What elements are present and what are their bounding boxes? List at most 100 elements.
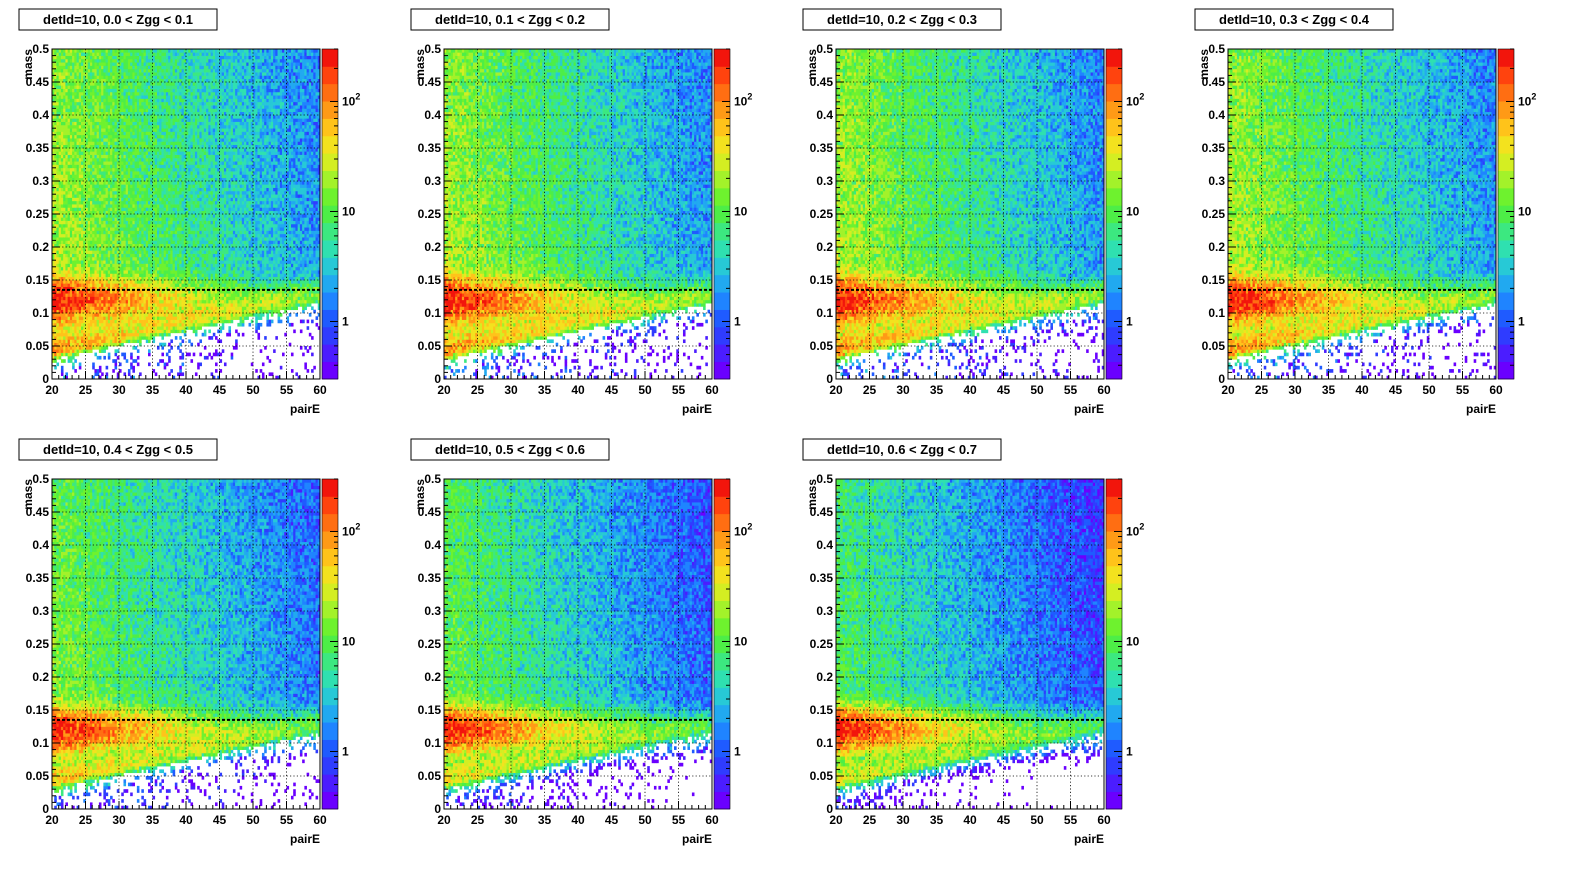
x-tick-label: 60 bbox=[313, 813, 327, 827]
x-tick-label: 60 bbox=[705, 383, 719, 397]
y-axis-label: mass bbox=[805, 49, 819, 80]
x-tick-label: 25 bbox=[471, 383, 485, 397]
x-tick-label: 30 bbox=[112, 383, 126, 397]
x-tick-label: 25 bbox=[471, 813, 485, 827]
y-tick-label: 0.05 bbox=[418, 339, 442, 353]
x-axis: 20 25 30 35 40 45 50 55 60 bbox=[45, 371, 327, 397]
x-tick-label: 30 bbox=[1288, 383, 1302, 397]
x-axis: 20 25 30 35 40 45 50 55 60 bbox=[829, 801, 1111, 827]
x-axis: 20 25 30 35 40 45 50 55 60 bbox=[829, 371, 1111, 397]
y-axis-label: mass bbox=[21, 49, 35, 80]
y-tick-label: 0.4 bbox=[816, 108, 833, 122]
panel-title: detId=10, 0.2 < Zgg < 0.3 bbox=[827, 12, 977, 27]
x-axis-label: pairE bbox=[1074, 832, 1104, 846]
z-tick-label: 10 bbox=[1126, 634, 1140, 648]
x-tick-label: 40 bbox=[179, 813, 193, 827]
y-tick-label: 0.3 bbox=[424, 604, 441, 618]
y-tick-label: 0.15 bbox=[810, 273, 834, 287]
z-tick-label: 102 bbox=[734, 91, 752, 108]
y-tick-label: 0.25 bbox=[810, 637, 834, 651]
y-tick-label: 0.35 bbox=[810, 571, 834, 585]
y-tick-label: 0.05 bbox=[26, 339, 50, 353]
z-tick-label: 10 bbox=[734, 204, 748, 218]
y-tick-label: 0.1 bbox=[1208, 306, 1225, 320]
y-tick-label: 0 bbox=[42, 802, 49, 816]
y-tick-label: 0.25 bbox=[418, 207, 442, 221]
heatmap-panel-2: detId=10, 0.1 < Zgg < 0.2 20 25 30 35 40 45 50 5… bbox=[392, 0, 784, 430]
y-tick-label: 0.35 bbox=[1202, 141, 1226, 155]
z-tick-label: 1 bbox=[342, 744, 349, 758]
y-tick-label: 0 bbox=[434, 372, 441, 386]
x-tick-label: 50 bbox=[246, 383, 260, 397]
z-tick-label: 10 bbox=[342, 634, 356, 648]
x-tick-label: 45 bbox=[605, 813, 619, 827]
x-tick-label: 35 bbox=[538, 383, 552, 397]
x-tick-label: 55 bbox=[672, 813, 686, 827]
y-tick-label: 0.15 bbox=[1202, 273, 1226, 287]
heatmap-panel-3: detId=10, 0.2 < Zgg < 0.3 20 25 30 35 40 45 50 5… bbox=[784, 0, 1176, 430]
y-tick-label: 0.15 bbox=[418, 703, 442, 717]
z-tick-label: 1 bbox=[1126, 314, 1133, 328]
x-tick-label: 30 bbox=[112, 813, 126, 827]
x-tick-label: 25 bbox=[1255, 383, 1269, 397]
z-tick-label: 1 bbox=[734, 744, 741, 758]
x-tick-label: 40 bbox=[963, 813, 977, 827]
y-tick-label: 0 bbox=[826, 372, 833, 386]
y-tick-label: 0.2 bbox=[816, 240, 833, 254]
y-tick-label: 0.05 bbox=[1202, 339, 1226, 353]
heatmap-panel-1: detId=10, 0.0 < Zgg < 0.1 20 25 30 35 40 45 50 5… bbox=[0, 0, 392, 430]
y-axis-label: mass bbox=[1197, 49, 1211, 80]
y-tick-label: 0.2 bbox=[816, 670, 833, 684]
y-tick-label: 0.1 bbox=[424, 736, 441, 750]
z-tick-label: 10 bbox=[1518, 204, 1532, 218]
z-tick-label: 102 bbox=[342, 91, 360, 108]
y-axis-label: mass bbox=[805, 479, 819, 510]
y-tick-label: 0 bbox=[826, 802, 833, 816]
y-tick-label: 0.3 bbox=[32, 604, 49, 618]
x-tick-label: 55 bbox=[1064, 383, 1078, 397]
y-tick-label: 0.4 bbox=[1208, 108, 1225, 122]
heatmap-svg: detId=10, 0.5 < Zgg < 0.620 25 30 35 40 45 50 5… bbox=[392, 430, 784, 860]
y-tick-label: 0.05 bbox=[810, 769, 834, 783]
z-tick-label: 1 bbox=[1126, 744, 1133, 758]
x-tick-label: 50 bbox=[1422, 383, 1436, 397]
y-tick-label: 0.3 bbox=[1208, 174, 1225, 188]
y-tick-label: 0.25 bbox=[26, 637, 50, 651]
x-tick-label: 25 bbox=[863, 813, 877, 827]
x-tick-label: 50 bbox=[1030, 383, 1044, 397]
panel-title: detId=10, 0.4 < Zgg < 0.5 bbox=[43, 442, 193, 457]
x-tick-label: 35 bbox=[930, 383, 944, 397]
panel-title: detId=10, 0.0 < Zgg < 0.1 bbox=[43, 12, 193, 27]
y-tick-label: 0.2 bbox=[32, 670, 49, 684]
x-tick-label: 50 bbox=[638, 383, 652, 397]
y-tick-label: 0.1 bbox=[32, 736, 49, 750]
y-tick-label: 0 bbox=[1218, 372, 1225, 386]
y-tick-label: 0.3 bbox=[424, 174, 441, 188]
y-axis-label: mass bbox=[413, 49, 427, 80]
y-tick-label: 0.4 bbox=[816, 538, 833, 552]
y-tick-label: 0.15 bbox=[26, 703, 50, 717]
heatmap-svg: detId=10, 0.0 < Zgg < 0.120 25 30 35 40 45 50 5… bbox=[0, 0, 392, 430]
z-tick-label: 1 bbox=[1518, 314, 1525, 328]
x-tick-label: 45 bbox=[605, 383, 619, 397]
y-tick-label: 0.1 bbox=[816, 306, 833, 320]
y-tick-label: 0.35 bbox=[26, 141, 50, 155]
x-tick-label: 30 bbox=[504, 813, 518, 827]
y-tick-label: 0.4 bbox=[32, 538, 49, 552]
y-tick-label: 0.05 bbox=[810, 339, 834, 353]
x-tick-label: 55 bbox=[1456, 383, 1470, 397]
z-tick-label: 1 bbox=[734, 314, 741, 328]
z-tick-label: 1 bbox=[342, 314, 349, 328]
x-tick-label: 55 bbox=[280, 813, 294, 827]
y-tick-label: 0.15 bbox=[26, 273, 50, 287]
x-tick-label: 25 bbox=[79, 383, 93, 397]
y-tick-label: 0.2 bbox=[424, 670, 441, 684]
x-tick-label: 45 bbox=[997, 383, 1011, 397]
z-tick-label: 10 bbox=[734, 634, 748, 648]
y-tick-label: 0 bbox=[434, 802, 441, 816]
y-tick-label: 0.35 bbox=[418, 571, 442, 585]
x-axis-label: pairE bbox=[290, 832, 320, 846]
